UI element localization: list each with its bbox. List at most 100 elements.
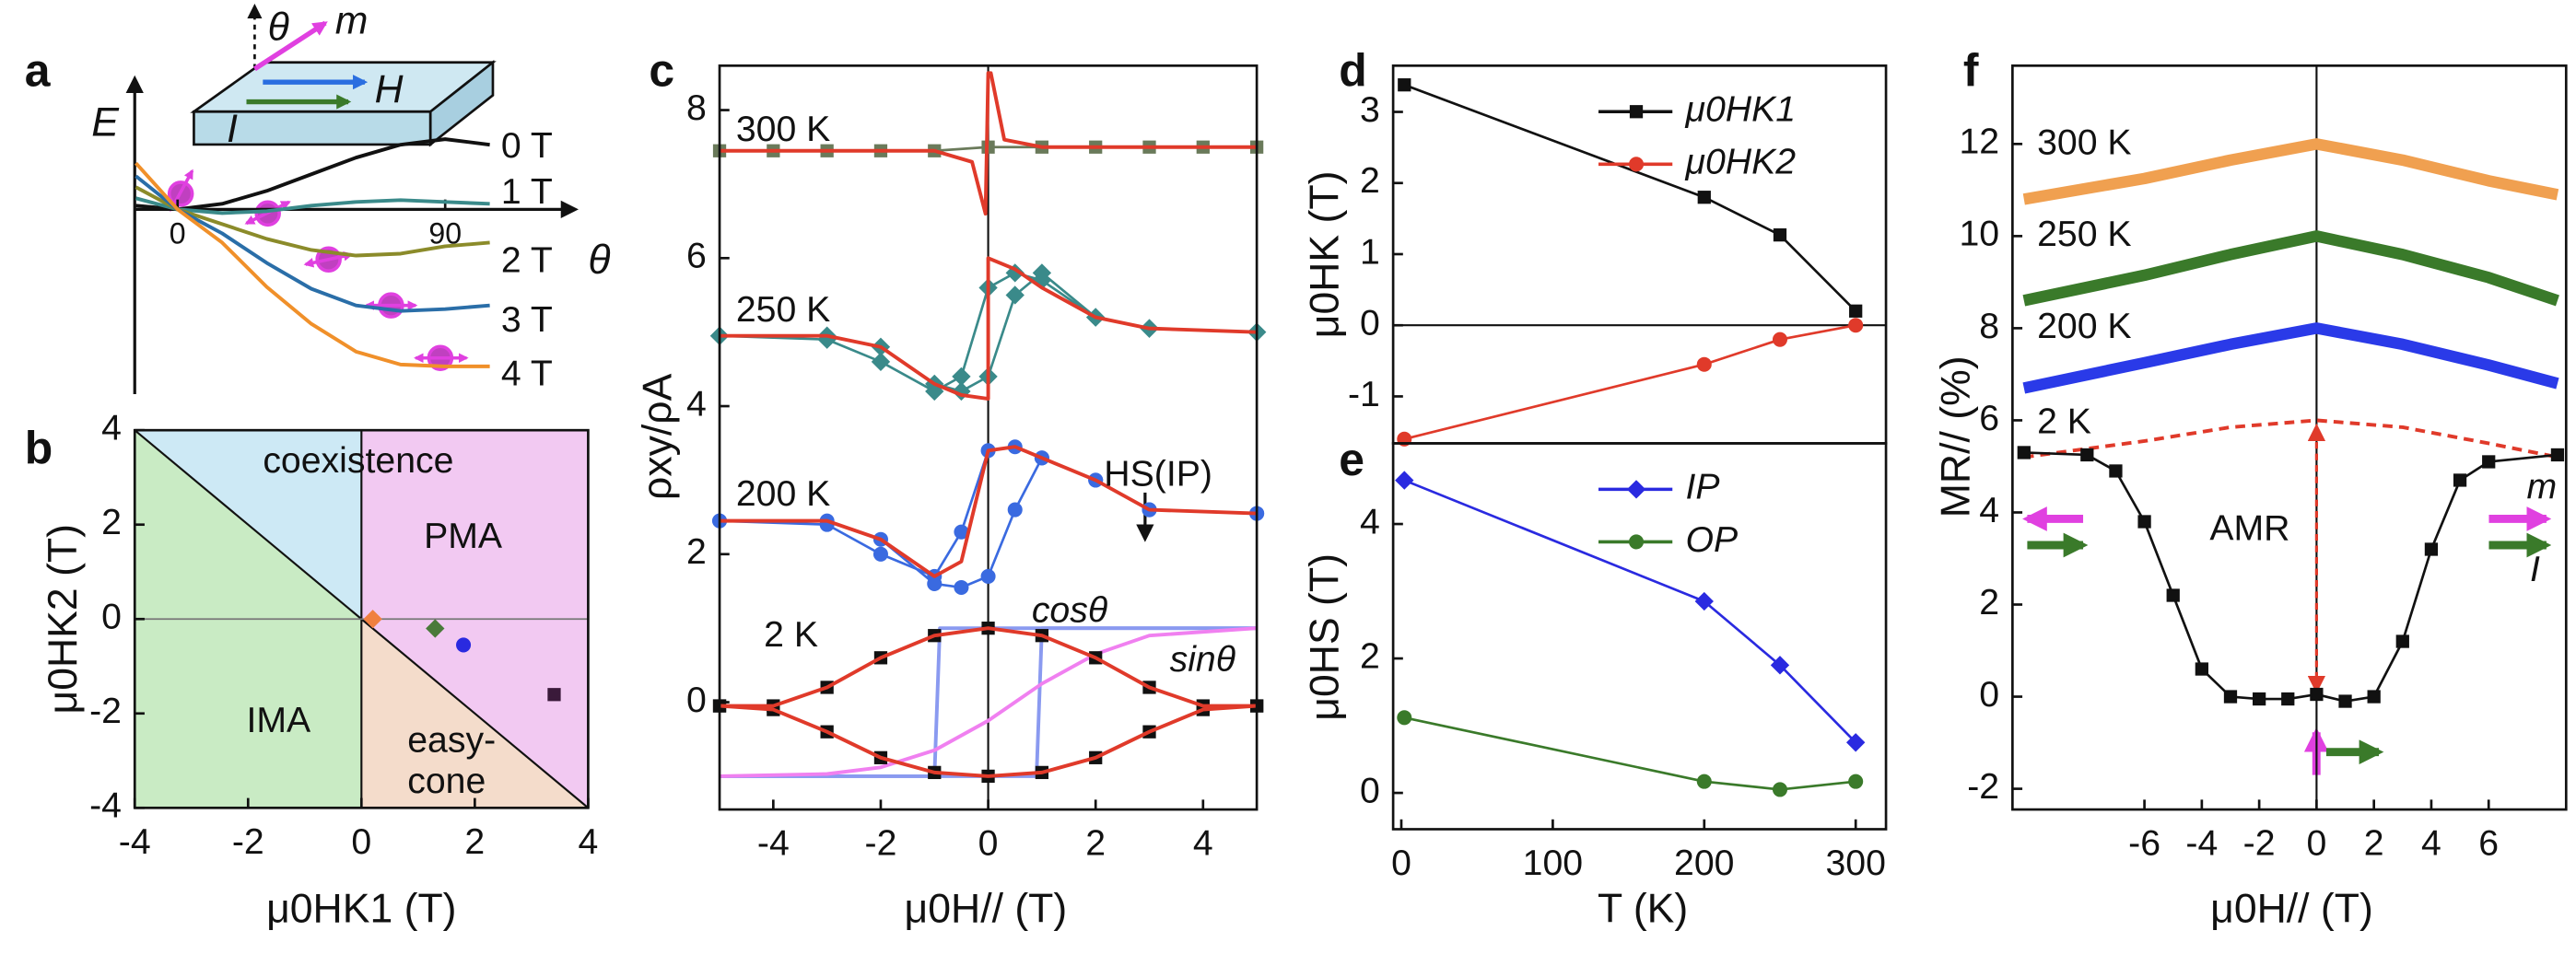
y-tick-label: 4 — [101, 408, 122, 448]
annotation: 200 K — [736, 473, 830, 514]
y-tick-label: 0 — [1360, 770, 1380, 810]
annotation: H — [375, 67, 404, 111]
marker — [1772, 332, 1788, 347]
annotation: θ — [268, 5, 289, 49]
y-tick-label: -4 — [89, 785, 122, 826]
y-tick-label: 6 — [686, 236, 707, 276]
panel-letter: b — [25, 423, 53, 474]
series-label: 4 T — [501, 354, 553, 394]
annotation: PMA — [424, 516, 503, 556]
y-axis-label: ρxy/ρA — [636, 373, 681, 500]
series-line — [1403, 323, 1856, 441]
marker — [1629, 534, 1645, 550]
marker — [2080, 448, 2094, 462]
marker — [872, 546, 888, 562]
x-tick-label: 0 — [2306, 823, 2326, 864]
panel: e 0 100 200 300 0 2 4 IP OP T (K) μ0HS (T) — [1303, 434, 1888, 931]
y-tick-label: 2 — [686, 531, 707, 572]
panel-letter: a — [25, 44, 52, 96]
marker — [1770, 656, 1790, 675]
annotation: easy- — [407, 719, 496, 760]
series-line — [135, 196, 490, 215]
x-tick-label: -6 — [2128, 823, 2160, 864]
y-tick-label: 2 — [101, 502, 122, 542]
panel-letter: e — [1339, 434, 1364, 485]
annotation: 300 K — [736, 109, 830, 149]
marker — [2281, 692, 2295, 706]
legend-label: μ0HK1 — [1685, 89, 1797, 130]
panel-letter: d — [1339, 44, 1367, 96]
plot-frame — [1391, 64, 1888, 445]
plot-frame — [1391, 442, 1888, 831]
series-line — [2023, 418, 2558, 460]
marker — [1848, 774, 1864, 789]
annotation: cosθ — [1032, 589, 1107, 630]
legend-label: μ0HK2 — [1685, 142, 1797, 182]
annotation: coexistence — [263, 440, 453, 481]
marker — [1696, 356, 1712, 372]
marker — [1005, 285, 1025, 305]
marker — [363, 610, 382, 629]
series-line — [135, 137, 490, 212]
marker — [1697, 191, 1711, 204]
marker — [871, 352, 891, 371]
y-tick-label: 4 — [1360, 501, 1380, 541]
annotation: I — [227, 107, 238, 151]
spin-spheres — [167, 169, 469, 371]
x-tick-label: -2 — [865, 823, 897, 864]
x-axis-label: μ0H// (T) — [905, 886, 1068, 931]
legend-label: IP — [1686, 467, 1720, 507]
marker — [1398, 78, 1411, 92]
series-line — [135, 185, 490, 258]
x-tick-label: 4 — [1193, 823, 1213, 864]
annotation: cone — [407, 761, 486, 801]
y-tick-label: 2 — [1360, 635, 1380, 676]
marker — [1846, 733, 1866, 752]
y-tick-label: 3 — [1360, 89, 1380, 130]
y-tick-label: 1 — [1360, 231, 1380, 272]
y-tick-label: 0 — [1979, 674, 1999, 715]
panel-letter: c — [649, 44, 674, 96]
panel: d -1 0 1 2 3 μ0HK1 μ0HK2 μ0HK (T) — [1303, 44, 1888, 447]
marker — [980, 568, 996, 584]
y-tick-label: 6 — [1979, 398, 1999, 438]
annotation: 2 K — [2037, 401, 2091, 441]
marker — [2109, 464, 2123, 478]
series-line — [1403, 479, 1857, 744]
x-tick-label: 0 — [170, 216, 186, 250]
y-axis-label: μ0HK (T) — [1303, 171, 1348, 339]
plot-frame — [718, 64, 1259, 811]
plot-frame — [133, 428, 590, 809]
y-axis-label: μ0HK2 (T) — [41, 524, 86, 714]
y-tick-label: 0 — [101, 597, 122, 637]
series-line — [719, 626, 1258, 778]
marker — [1772, 782, 1788, 797]
x-tick-label: -4 — [2185, 823, 2218, 864]
marker — [2338, 694, 2352, 708]
marker — [547, 688, 561, 702]
series-line — [720, 445, 1258, 578]
marker — [2367, 690, 2381, 704]
legend-label: OP — [1686, 519, 1739, 560]
panel: c -4 -2 0 2 4 0 2 4 6 8 300 K 250 K 200 K 2 K HS(IP) cos… — [636, 44, 1267, 931]
marker — [2166, 588, 2180, 602]
x-tick-label: 2 — [1085, 823, 1106, 864]
marker — [952, 366, 971, 387]
marker — [1694, 591, 1714, 611]
marker — [2223, 690, 2238, 704]
annotation: m — [2526, 467, 2557, 507]
y-tick-label: -2 — [1967, 766, 1999, 807]
annotation: m — [335, 0, 369, 42]
marker — [2195, 662, 2208, 676]
marker — [1397, 710, 1412, 726]
x-tick-label: 2 — [2364, 823, 2384, 864]
marker — [1626, 480, 1646, 499]
annotation: I — [2530, 549, 2540, 589]
annotation: sinθ — [1170, 639, 1235, 680]
plot-frame — [2011, 64, 2568, 811]
marker — [1773, 228, 1787, 242]
